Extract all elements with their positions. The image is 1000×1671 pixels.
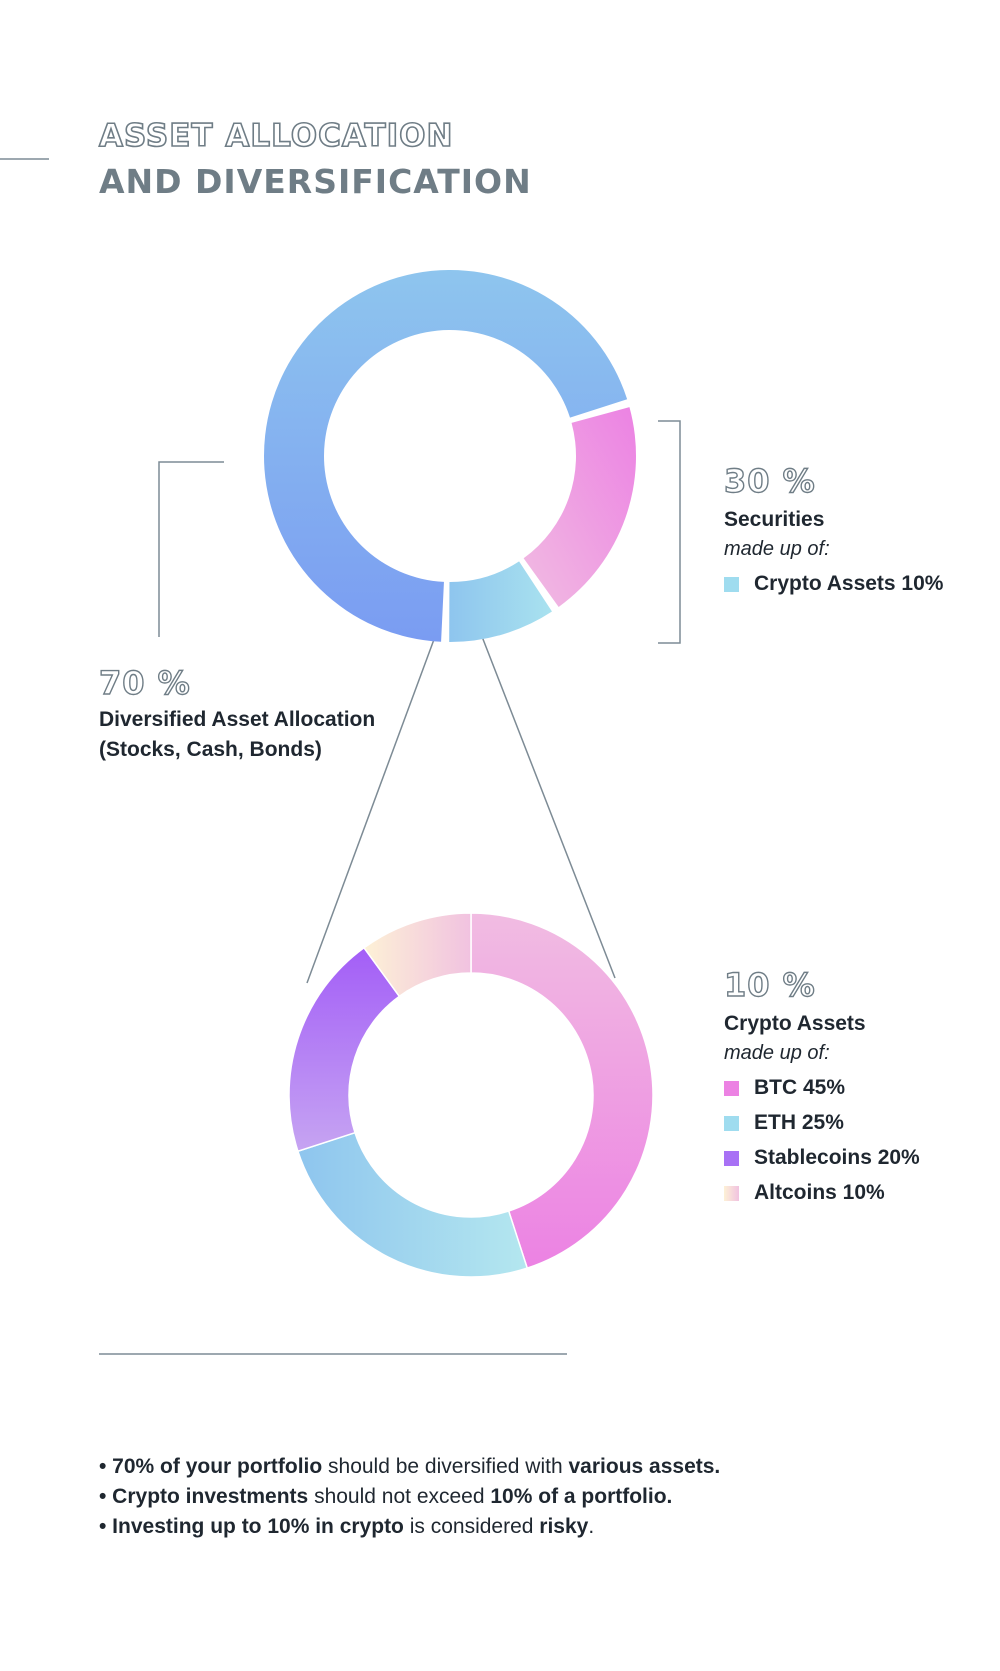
crypto-legend-altcoins: Altcoins 10% — [724, 1181, 885, 1205]
slice-btc — [470, 912, 654, 1270]
crypto-donut-chart — [288, 912, 654, 1278]
legend-text: BTC 45% — [754, 1076, 846, 1099]
slice-crypto — [449, 561, 552, 642]
slice-altcoins — [362, 912, 472, 998]
notes-list: • 70% of your portfolio should be divers… — [99, 1452, 720, 1542]
zoom-line-left — [306, 633, 437, 984]
slice-securities — [523, 407, 636, 607]
legend-text: Crypto Assets 10% — [754, 572, 944, 595]
legend-swatch — [724, 1080, 739, 1096]
title-line-2: AND DIVERSIFICATION — [99, 162, 532, 201]
bracket-70 — [158, 461, 224, 637]
legend-swatch — [724, 1150, 739, 1166]
crypto-legend-eth: ETH 25% — [724, 1111, 844, 1135]
percent-30: 30 % — [723, 461, 816, 500]
allocation-donut-chart — [264, 270, 636, 642]
note-item: • 70% of your portfolio should be divers… — [99, 1455, 721, 1478]
crypto-legend-btc: BTC 45% — [724, 1076, 845, 1100]
slice-eth — [296, 1131, 529, 1278]
diversified-sublabel: (Stocks, Cash, Bonds) — [99, 738, 322, 761]
securities-made-up-of: made up of: — [724, 538, 830, 560]
slice-stablecoins — [288, 946, 401, 1153]
zoom-line-right — [480, 633, 616, 979]
percent-10: 10 % — [723, 965, 816, 1004]
note-item: • Crypto investments should not exceed 1… — [99, 1485, 673, 1508]
note-item: • Investing up to 10% in crypto is consi… — [99, 1515, 595, 1538]
securities-legend-crypto: Crypto Assets 10% — [724, 572, 943, 596]
legend-text: ETH 25% — [754, 1111, 844, 1134]
slice-diversified — [264, 270, 628, 642]
securities-label: Securities — [724, 508, 825, 531]
legend-swatch — [724, 1185, 739, 1201]
legend-text: Altcoins 10% — [754, 1181, 885, 1204]
bracket-30 — [658, 420, 681, 644]
legend-swatch — [724, 1115, 739, 1131]
title-line-1: ASSET ALLOCATION — [98, 117, 454, 155]
crypto-made-up-of: made up of: — [724, 1042, 830, 1064]
legend-text: Stablecoins 20% — [754, 1146, 920, 1169]
crypto-legend-stablecoins: Stablecoins 20% — [724, 1146, 920, 1170]
percent-70: 70 % — [98, 663, 191, 702]
crypto-label: Crypto Assets — [724, 1012, 866, 1035]
legend-swatch — [724, 576, 739, 592]
diversified-label: Diversified Asset Allocation — [99, 708, 376, 731]
